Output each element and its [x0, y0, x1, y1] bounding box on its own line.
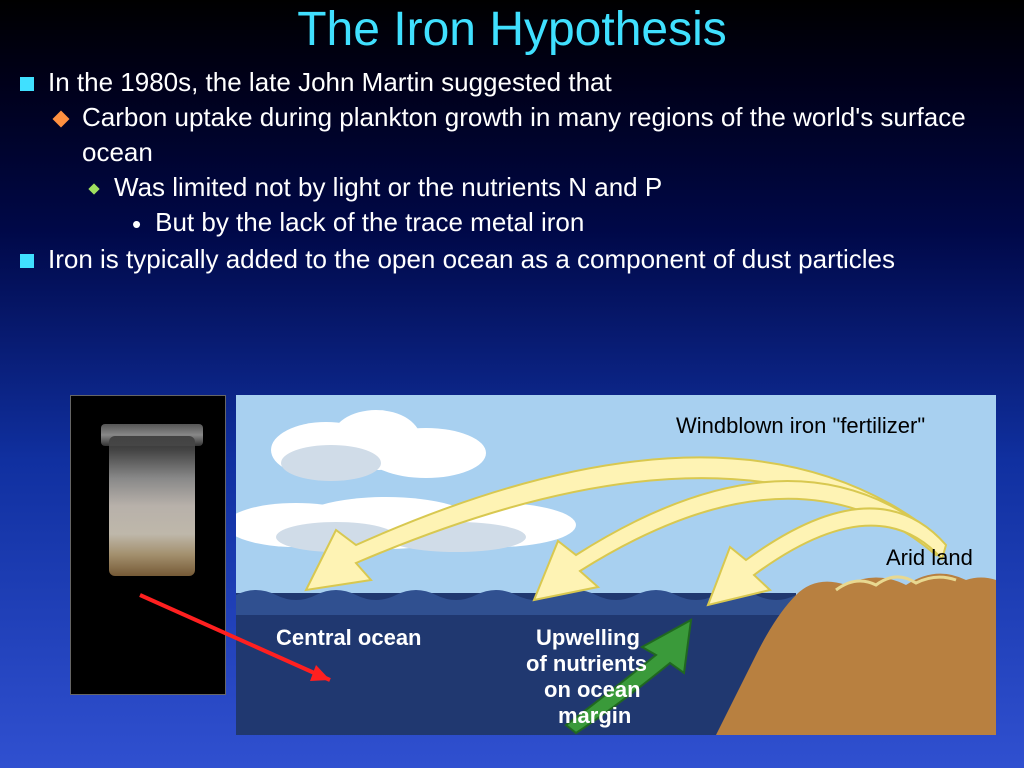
label-upwelling-4: margin [558, 703, 631, 728]
slide-title: The Iron Hypothesis [0, 0, 1024, 57]
bullet-text: Iron is typically added to the open ocea… [48, 242, 1004, 277]
images-area: Windblown iron "fertilizer" Arid land Ce… [0, 395, 1024, 768]
dot-bullet-icon: • [132, 207, 141, 242]
label-windblown: Windblown iron "fertilizer" [676, 413, 925, 438]
bullet-text: Carbon uptake during plankton growth in … [82, 100, 1004, 170]
bullet-text: Was limited not by light or the nutrient… [114, 170, 1004, 205]
ocean-shape [236, 590, 796, 735]
small-diamond-bullet-icon [88, 183, 100, 195]
label-upwelling-3: on ocean [544, 677, 641, 702]
bullet-text: In the 1980s, the late John Martin sugge… [48, 65, 1004, 100]
label-centralocean: Central ocean [276, 625, 422, 650]
slide-content: In the 1980s, the late John Martin sugge… [0, 57, 1024, 278]
bullet-level3: Was limited not by light or the nutrient… [20, 170, 1004, 205]
sample-jar-photo [70, 395, 226, 695]
diamond-bullet-icon [54, 112, 68, 126]
label-upwelling-1: Upwelling [536, 625, 640, 650]
square-bullet-icon [20, 77, 34, 91]
bullet-level1: In the 1980s, the late John Martin sugge… [20, 65, 1004, 100]
iron-cycle-diagram: Windblown iron "fertilizer" Arid land Ce… [236, 395, 996, 735]
bullet-level4: • But by the lack of the trace metal iro… [20, 205, 1004, 242]
label-aridland: Arid land [886, 545, 973, 570]
bullet-text: But by the lack of the trace metal iron [155, 205, 1004, 240]
bullet-level2: Carbon uptake during plankton growth in … [20, 100, 1004, 170]
bullet-level1: Iron is typically added to the open ocea… [20, 242, 1004, 277]
jar-body-shape [109, 436, 195, 576]
square-bullet-icon [20, 254, 34, 268]
label-upwelling-2: of nutrients [526, 651, 647, 676]
